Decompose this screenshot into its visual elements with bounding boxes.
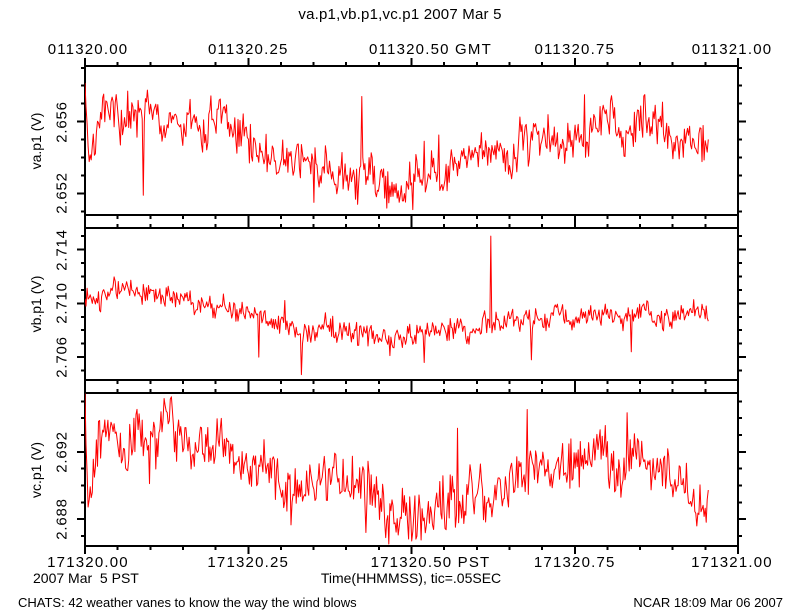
trace-vc.p1: [85, 393, 709, 545]
date-label: 2007 Mar 5 PST: [33, 570, 139, 586]
y-tick-label: 2.706: [53, 336, 70, 378]
gmt-tick-label: 011320.00: [47, 41, 129, 58]
gmt-tick-label: 011320.25: [207, 41, 289, 58]
pst-tick-label: 171320.50 PST: [370, 554, 491, 571]
footer-annotation: CHATS: 42 weather vanes to know the way …: [18, 595, 357, 610]
y-tick-label: 2.688: [53, 498, 70, 540]
pst-tick-label: 171320.25: [207, 554, 290, 571]
plot-title: va.p1,vb.p1,vc.p1 2007 Mar 5: [298, 6, 502, 23]
y-tick-label: 2.714: [53, 228, 70, 271]
y-axis-title-vb: vb.p1 (V): [28, 275, 44, 333]
x-axis-caption: Time(HHMMSS), tic=.05SEC: [320, 570, 502, 586]
y-axis-title-va: va.p1 (V): [28, 112, 44, 170]
y-axis-title-vc: vc.p1 (V): [28, 441, 44, 499]
gmt-tick-label: 011320.75: [534, 41, 616, 58]
footer-credit: NCAR 18:09 Mar 06 2007: [633, 595, 783, 610]
gmt-tick-label: 011320.50 GMT: [369, 41, 492, 58]
pst-tick-label: 171320.75: [533, 554, 616, 571]
gmt-tick-label: 011321.00: [691, 41, 773, 58]
y-tick-label: 2.652: [53, 172, 70, 215]
trace-va.p1: [85, 82, 709, 211]
y-tick-label: 2.710: [53, 282, 70, 325]
pst-tick-label: 171320.00: [47, 554, 129, 571]
trace-vb.p1: [85, 235, 709, 376]
y-tick-label: 2.656: [53, 100, 70, 143]
y-tick-label: 2.692: [53, 431, 70, 473]
pst-tick-label: 171321.00: [691, 554, 773, 571]
